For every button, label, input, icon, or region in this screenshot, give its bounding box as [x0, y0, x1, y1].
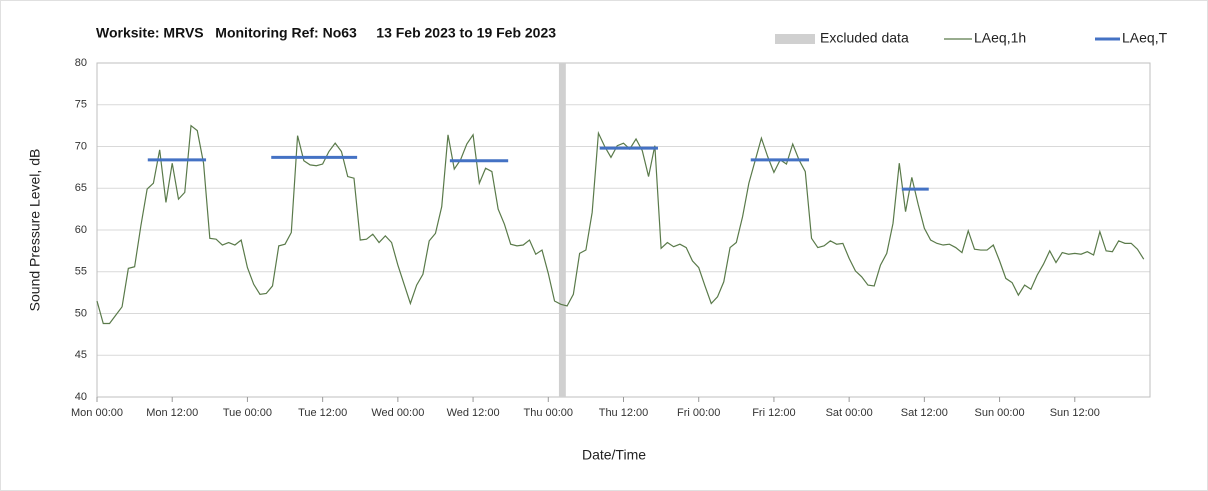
legend-label: Excluded data [820, 30, 909, 46]
y-tick-label: 55 [75, 266, 87, 278]
legend-label: LAeq,T [1122, 30, 1168, 46]
x-tick-label: Wed 12:00 [447, 407, 500, 419]
x-tick-label: Sat 00:00 [826, 407, 873, 419]
x-axis-label: Date/Time [582, 447, 646, 463]
y-tick-label: 65 [75, 182, 87, 194]
y-axis-label: Sound Pressure Level, dB [27, 149, 43, 312]
x-tick-label: Sun 00:00 [974, 407, 1024, 419]
x-tick-label: Fri 12:00 [752, 407, 795, 419]
x-tick-label: Thu 00:00 [524, 407, 574, 419]
excluded-band [558, 63, 566, 397]
y-tick-label: 40 [75, 391, 87, 403]
legend-swatch [775, 34, 815, 44]
y-tick-label: 75 [75, 99, 87, 111]
y-tick-label: 60 [75, 224, 87, 236]
y-tick-label: 80 [75, 57, 87, 69]
x-tick-label: Mon 00:00 [71, 407, 123, 419]
x-tick-label: Wed 00:00 [371, 407, 424, 419]
chart-title: Worksite: MRVS Monitoring Ref: No63 13 F… [96, 25, 556, 41]
line-series [96, 124, 1145, 325]
x-tick-label: Tue 12:00 [298, 407, 347, 419]
x-tick-label: Mon 12:00 [146, 407, 198, 419]
x-tick-label: Tue 00:00 [223, 407, 272, 419]
x-tick-label: Sat 12:00 [901, 407, 948, 419]
y-tick-label: 70 [75, 140, 87, 152]
x-tick-label: Fri 00:00 [677, 407, 720, 419]
y-tick-label: 45 [75, 349, 87, 361]
x-tick-label: Sun 12:00 [1050, 407, 1100, 419]
x-tick-label: Thu 12:00 [599, 407, 649, 419]
y-tick-label: 50 [75, 307, 87, 319]
legend-label: LAeq,1h [974, 30, 1026, 46]
